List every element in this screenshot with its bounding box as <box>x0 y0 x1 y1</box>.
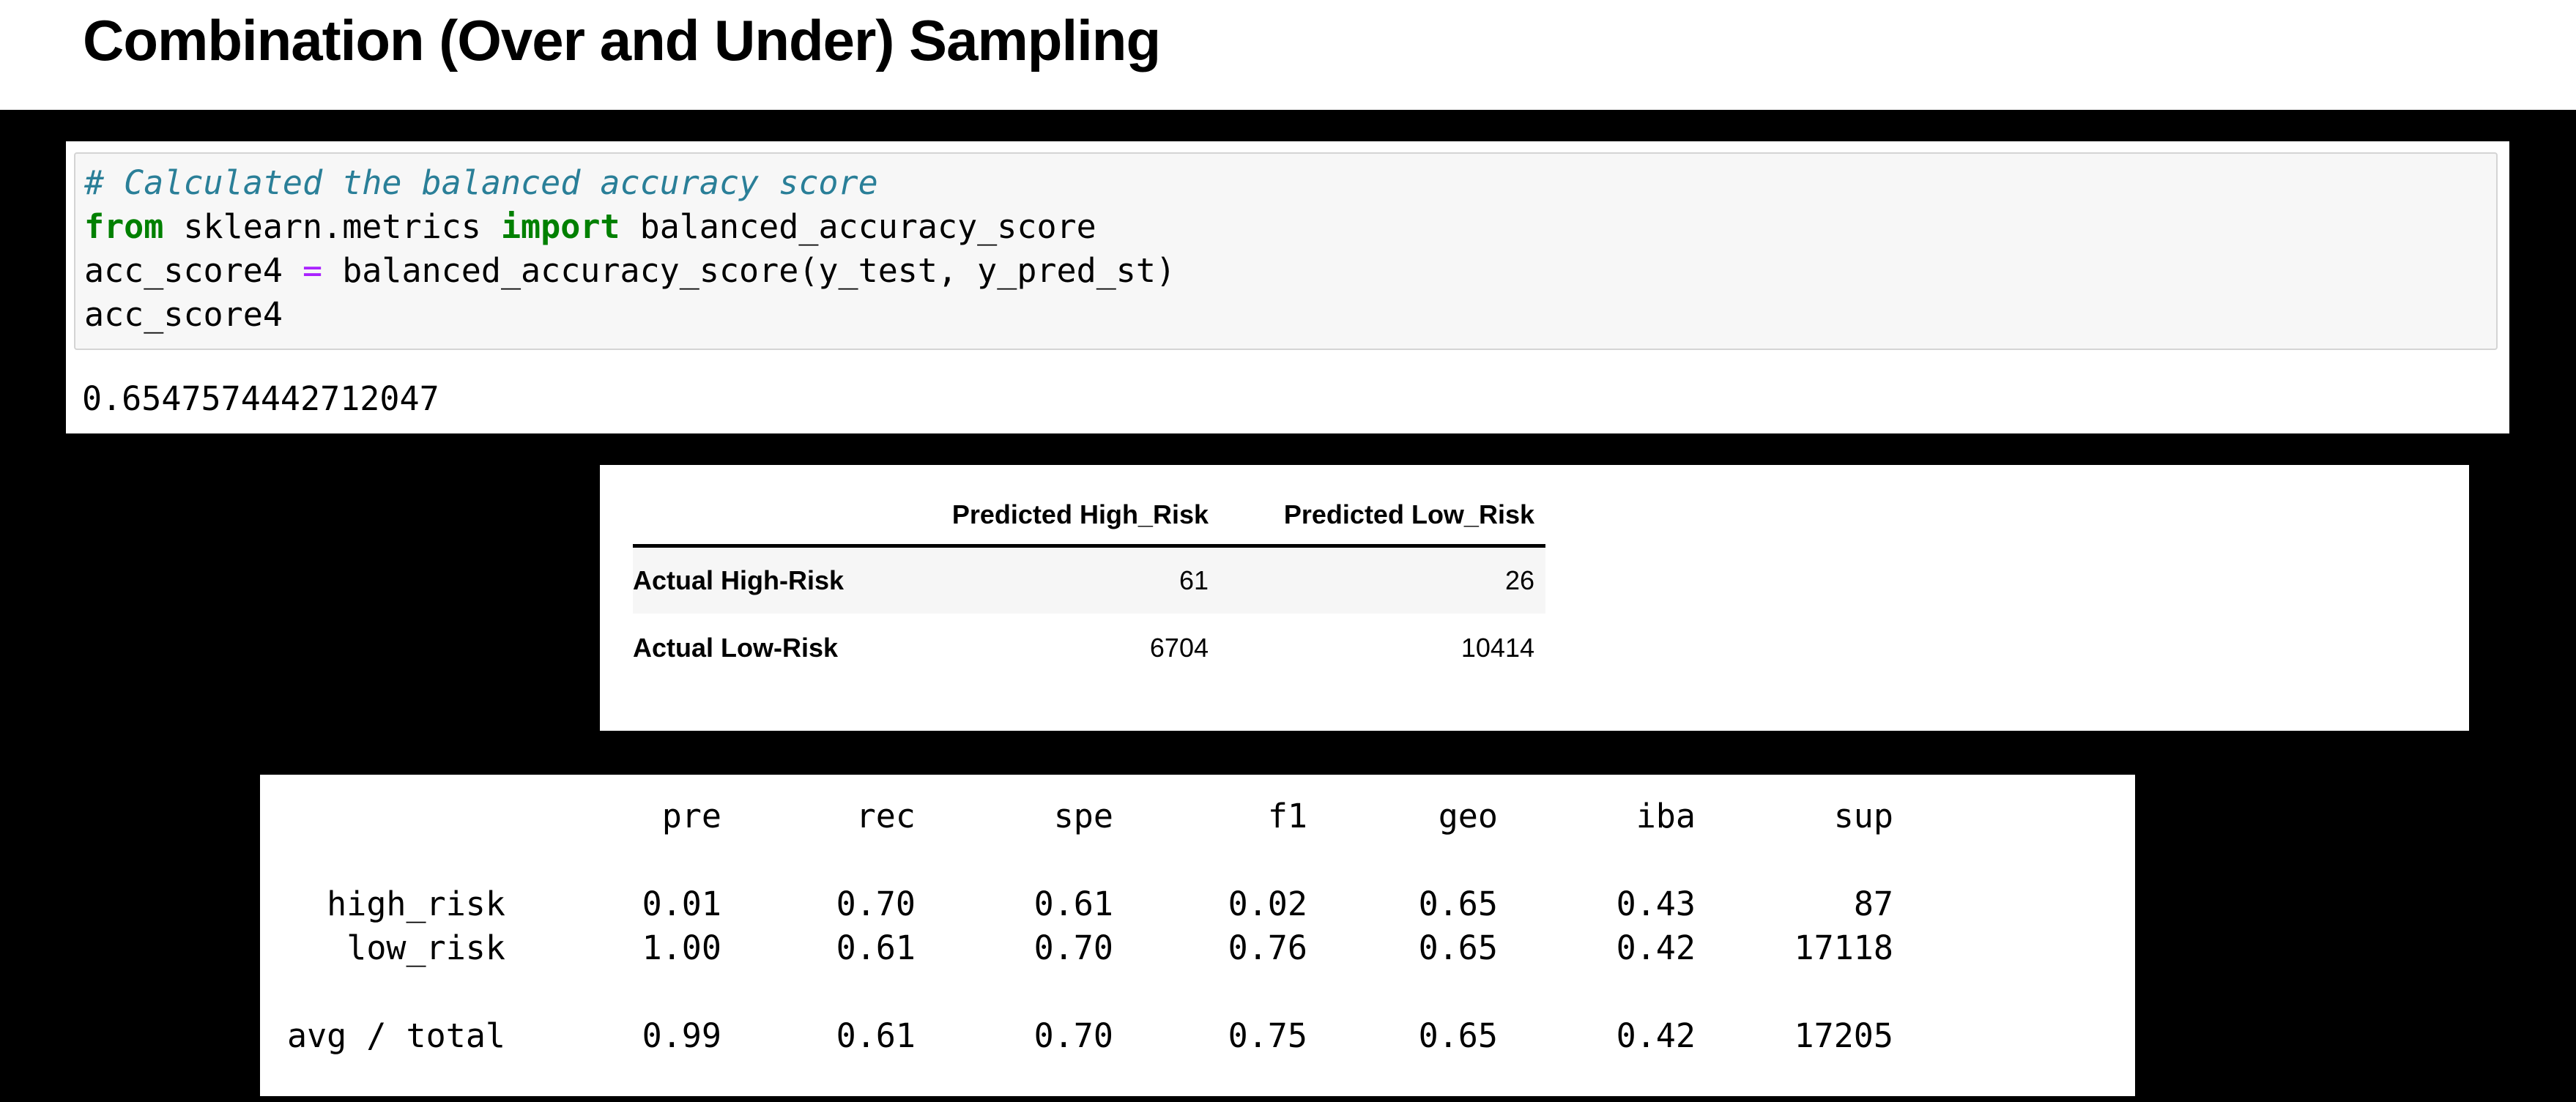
report-value: 0.76 <box>1228 928 1307 967</box>
row-label: Actual Low-Risk <box>633 632 839 663</box>
confusion-matrix-header: Predicted High_Risk Predicted Low_Risk <box>633 485 1545 548</box>
code-input-area[interactable]: # Calculated the balanced accuracy score… <box>74 152 2498 350</box>
report-value: 0.61 <box>836 928 916 967</box>
report-value: 0.70 <box>1033 1016 1113 1055</box>
report-value: 0.75 <box>1228 1016 1307 1055</box>
confusion-matrix-output: Predicted High_Risk Predicted Low_Risk Ac… <box>600 465 2469 731</box>
code-token-plain: acc_score4 <box>84 251 303 290</box>
cell-value: 26 <box>1504 565 1534 595</box>
report-value: 0.65 <box>1418 885 1498 923</box>
report-row-label: avg / total <box>286 1016 505 1055</box>
column-header: Predicted High_Risk <box>918 485 1209 548</box>
table-row: Actual High-Risk 61 26 <box>633 546 1545 614</box>
cell-value: 61 <box>1178 565 1209 595</box>
report-value: 0.61 <box>1033 885 1113 923</box>
report-class-row: high_risk 0.01 0.70 0.61 0.02 0.65 0.43 87 <box>260 882 1893 926</box>
code-token-comment: # Calculated the balanced accuracy score <box>84 163 878 202</box>
report-value: 1.00 <box>642 928 721 967</box>
report-value: 0.01 <box>642 885 721 923</box>
code-lines: # Calculated the balanced accuracy score… <box>75 154 2496 337</box>
report-value: rec <box>855 797 916 835</box>
report-value: 0.42 <box>1616 1016 1696 1055</box>
code-line: # Calculated the balanced accuracy score <box>84 161 2496 205</box>
code-token-plain: balanced_accuracy_score(y_test, y_pred_s… <box>322 251 1176 290</box>
report-value: 0.61 <box>836 1016 916 1055</box>
report-value: iba <box>1636 797 1696 835</box>
classification-report: pre rec spe f1 geo iba sup high_risk 0.01 0.70 0.6… <box>260 794 1893 1058</box>
report-value: 0.43 <box>1616 885 1696 923</box>
report-value: 17118 <box>1794 928 1893 967</box>
report-value: 0.70 <box>836 885 916 923</box>
table-row: Actual Low-Risk 6704 10414 <box>633 614 1545 682</box>
classification-report-output: pre rec spe f1 geo iba sup high_risk 0.01 0.70 0.6… <box>260 775 2135 1096</box>
cell-value: 6704 <box>1149 632 1209 663</box>
code-line: acc_score4 <box>84 293 2496 337</box>
report-value: 0.02 <box>1228 885 1307 923</box>
code-token-keyword: import <box>500 207 620 246</box>
code-cell: # Calculated the balanced accuracy score… <box>66 141 2509 433</box>
report-value: sup <box>1833 797 1893 835</box>
code-token-keyword: from <box>84 207 164 246</box>
header-row: Predicted High_Risk Predicted Low_Risk <box>633 485 1545 548</box>
report-value: 0.65 <box>1418 928 1498 967</box>
execution-result: 0.6547574442712047 <box>82 379 439 418</box>
cell-value: 10414 <box>1460 632 1534 663</box>
report-value: 0.42 <box>1616 928 1696 967</box>
report-value: 0.70 <box>1033 928 1113 967</box>
report-spacer <box>260 970 1893 1014</box>
report-value: f1 <box>1267 797 1307 835</box>
report-value: 17205 <box>1794 1016 1893 1055</box>
page-title: Combination (Over and Under) Sampling <box>83 8 1161 73</box>
code-token-plain: balanced_accuracy_score <box>620 207 1096 246</box>
code-token-plain: sklearn.metrics <box>163 207 501 246</box>
report-class-row: low_risk 1.00 0.61 0.70 0.76 0.65 0.42 17118 <box>260 926 1893 970</box>
code-token-plain: acc_score4 <box>84 295 283 334</box>
report-header-row: pre rec spe f1 geo iba sup <box>260 794 1893 838</box>
markdown-heading-band: Combination (Over and Under) Sampling <box>0 0 2576 110</box>
report-value: 0.65 <box>1418 1016 1498 1055</box>
corner-cell <box>633 485 918 548</box>
report-row-label: high_risk <box>327 885 505 923</box>
report-value: spe <box>1053 797 1113 835</box>
report-value: geo <box>1438 797 1498 835</box>
report-row-label: low_risk <box>346 928 505 967</box>
report-value: pre <box>661 797 721 835</box>
code-line: from sklearn.metrics import balanced_acc… <box>84 205 2496 249</box>
code-token-operator: = <box>302 251 323 290</box>
row-label: Actual High-Risk <box>633 565 845 595</box>
report-value: 87 <box>1853 885 1893 923</box>
confusion-matrix-table: Predicted High_Risk Predicted Low_Risk Ac… <box>633 485 1545 682</box>
confusion-matrix-body: Actual High-Risk 61 26 Actual Low-Risk 6704 1… <box>633 546 1545 682</box>
report-total-row: avg / total 0.99 0.61 0.70 0.75 0.65 0.42 17205 <box>260 1014 1893 1058</box>
code-line: acc_score4 = balanced_accuracy_score(y_t… <box>84 249 2496 293</box>
report-value: 0.99 <box>642 1016 721 1055</box>
report-spacer <box>260 838 1893 882</box>
column-header: Predicted Low_Risk <box>1209 485 1545 548</box>
